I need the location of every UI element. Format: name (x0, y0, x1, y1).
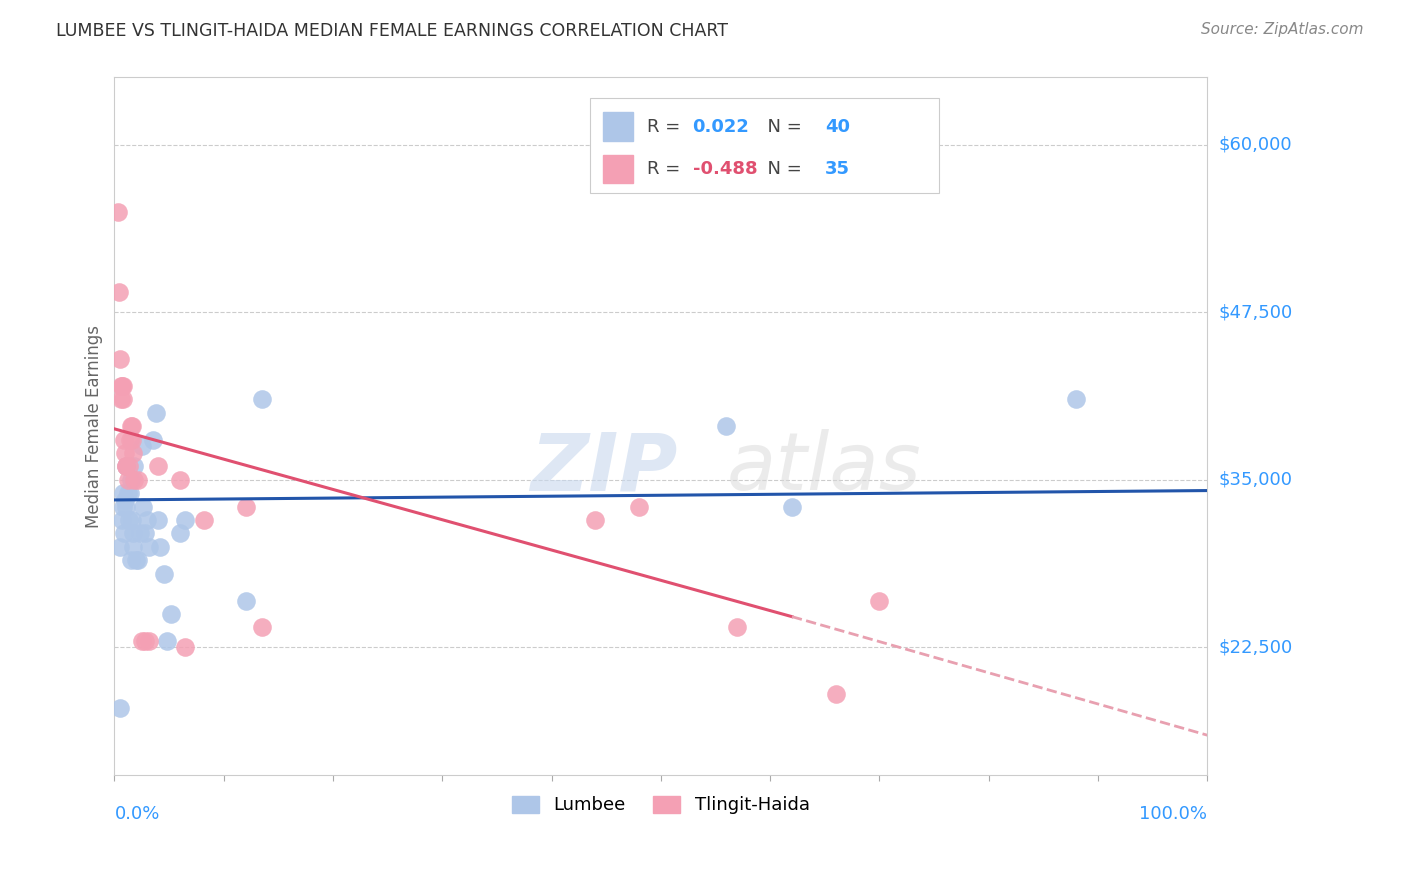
Point (108, 701, 131, 715)
Point (121, 419, 143, 434)
Point (868, 593, 890, 607)
Point (115, 459, 138, 474)
Point (146, 459, 169, 474)
Point (121, 433, 143, 447)
Point (111, 379, 134, 393)
Point (117, 486, 139, 500)
Point (174, 513, 197, 527)
Text: N =: N = (756, 160, 807, 178)
Point (142, 433, 165, 447)
Text: $35,000: $35,000 (1219, 471, 1292, 489)
Point (250, 620, 273, 634)
Point (145, 406, 167, 420)
Text: 0.022: 0.022 (693, 118, 749, 136)
Point (111, 513, 134, 527)
Point (193, 513, 215, 527)
Point (114, 492, 136, 507)
Text: 0.0%: 0.0% (114, 805, 160, 823)
Point (134, 526, 156, 541)
Point (110, 392, 132, 407)
Point (107, 285, 129, 299)
Point (127, 553, 149, 567)
Point (120, 553, 142, 567)
FancyBboxPatch shape (589, 98, 939, 193)
Point (169, 473, 191, 487)
Point (118, 486, 141, 500)
Text: $60,000: $60,000 (1219, 136, 1292, 153)
Point (174, 640, 197, 655)
Text: 40: 40 (825, 118, 849, 136)
Point (115, 459, 138, 474)
Point (235, 593, 257, 607)
Text: Source: ZipAtlas.com: Source: ZipAtlas.com (1201, 22, 1364, 37)
Point (160, 607, 183, 621)
Point (824, 688, 846, 702)
Point (115, 500, 138, 514)
Text: $22,500: $22,500 (1219, 639, 1292, 657)
Text: $47,500: $47,500 (1219, 303, 1292, 321)
Point (131, 633, 153, 648)
Point (136, 513, 159, 527)
FancyBboxPatch shape (603, 155, 634, 183)
Text: R =: R = (647, 160, 686, 178)
Point (725, 620, 748, 634)
Text: atlas: atlas (727, 429, 921, 507)
Point (122, 540, 145, 554)
Point (112, 379, 135, 393)
Point (250, 392, 273, 407)
Point (110, 379, 132, 393)
Point (1064, 392, 1087, 407)
Point (134, 633, 156, 648)
Point (112, 486, 135, 500)
Point (583, 513, 606, 527)
Point (112, 392, 135, 407)
Text: ZIP: ZIP (530, 429, 678, 507)
Point (146, 513, 169, 527)
Point (716, 419, 738, 434)
Point (122, 526, 145, 541)
Point (122, 459, 145, 474)
Point (149, 540, 172, 554)
Point (127, 473, 149, 487)
Point (121, 513, 143, 527)
Point (107, 204, 129, 219)
Point (117, 513, 139, 527)
Point (122, 446, 145, 460)
Text: 35: 35 (825, 160, 849, 178)
Point (138, 540, 160, 554)
FancyBboxPatch shape (603, 112, 634, 141)
Point (132, 500, 155, 514)
Y-axis label: Median Female Earnings: Median Female Earnings (86, 325, 103, 528)
Point (780, 500, 803, 514)
Point (112, 526, 135, 541)
Point (117, 473, 139, 487)
Point (120, 419, 142, 434)
Legend: Lumbee, Tlingit-Haida: Lumbee, Tlingit-Haida (505, 789, 817, 822)
Point (156, 633, 179, 648)
Point (235, 500, 257, 514)
Point (108, 540, 131, 554)
Point (131, 439, 153, 453)
Point (112, 500, 135, 514)
Text: LUMBEE VS TLINGIT-HAIDA MEDIAN FEMALE EARNINGS CORRELATION CHART: LUMBEE VS TLINGIT-HAIDA MEDIAN FEMALE EA… (56, 22, 728, 40)
Point (120, 473, 142, 487)
Point (115, 459, 138, 474)
Text: N =: N = (756, 118, 807, 136)
Text: -0.488: -0.488 (693, 160, 758, 178)
Point (108, 352, 131, 367)
Text: 100.0%: 100.0% (1139, 805, 1208, 823)
Point (117, 459, 139, 474)
Text: R =: R = (647, 118, 686, 136)
Point (114, 446, 136, 460)
Point (128, 526, 150, 541)
Point (627, 500, 650, 514)
Point (122, 473, 145, 487)
Point (118, 433, 141, 447)
Point (152, 566, 174, 581)
Point (138, 633, 160, 648)
Point (125, 553, 148, 567)
Point (169, 526, 191, 541)
Point (112, 433, 135, 447)
